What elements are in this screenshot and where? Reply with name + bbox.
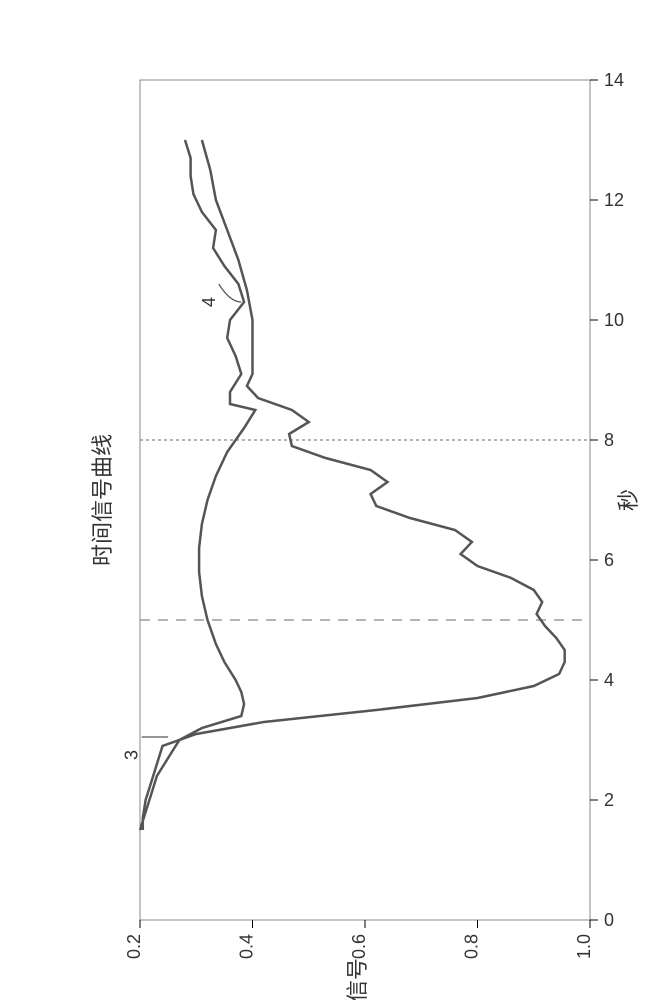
xtick-label: 2 <box>604 790 614 810</box>
ytick-label: 0.2 <box>124 934 144 959</box>
chart-title: 时间信号曲线 <box>90 434 115 566</box>
xtick-label: 4 <box>604 670 614 690</box>
xtick-label: 10 <box>604 310 624 330</box>
callout-leader <box>219 284 242 302</box>
chart-container: 0 2 4 6 8 10 12 14 0.2 0.4 0.6 0.8 1.0 时间信号曲线 秒信号 3 4 <box>0 0 650 1000</box>
xtick-label: 8 <box>604 430 614 450</box>
callout-label-3: 3 <box>122 750 142 760</box>
time-signal-chart: 0 2 4 6 8 10 12 14 0.2 0.4 0.6 0.8 1.0 时间信号曲线 秒信号 3 4 <box>0 0 650 1000</box>
y-axis-label: 信号 <box>345 958 370 1000</box>
xtick-label: 12 <box>604 190 624 210</box>
ytick-label: 1.0 <box>574 934 594 959</box>
callout-label-4: 4 <box>199 297 219 307</box>
ytick-label: 0.6 <box>349 934 369 959</box>
ytick-label: 0.4 <box>237 934 257 959</box>
xtick-label: 14 <box>604 70 624 90</box>
ytick-label: 0.8 <box>462 934 482 959</box>
xtick-label: 0 <box>604 910 614 930</box>
xtick-label: 6 <box>604 550 614 570</box>
x-axis-label: 秒 <box>616 489 641 511</box>
